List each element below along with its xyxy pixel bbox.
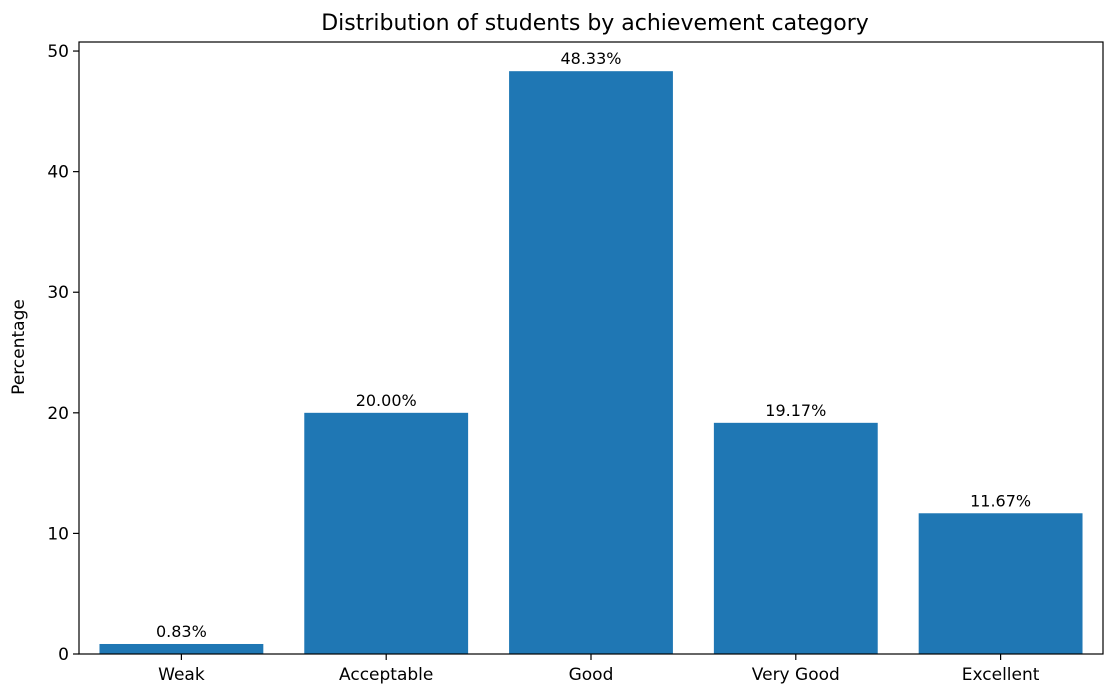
y-axis-label: Percentage [9, 299, 29, 395]
x-tick-label: Good [569, 665, 614, 685]
bar-very-good [713, 422, 878, 654]
data-label: 48.33% [560, 49, 621, 68]
y-tick-label: 40 [47, 163, 69, 183]
chart-title: Distribution of students by achievement … [321, 11, 869, 36]
data-label: 0.83% [156, 622, 207, 641]
y-tick-label: 20 [47, 404, 69, 424]
bar-acceptable [304, 412, 469, 654]
data-label: 19.17% [765, 401, 826, 420]
bar-weak [99, 643, 264, 654]
y-tick-label: 10 [47, 524, 69, 544]
y-tick-label: 0 [58, 645, 69, 665]
y-tick-label: 50 [47, 42, 69, 62]
x-tick-label: Weak [158, 665, 205, 685]
bar-good [509, 71, 673, 655]
plot-frame [78, 41, 1104, 655]
bar-excellent [918, 513, 1083, 654]
x-tick-label: Acceptable [339, 665, 433, 685]
y-tick-label: 30 [47, 283, 69, 303]
data-label: 20.00% [356, 391, 417, 410]
x-tick-label: Excellent [962, 665, 1040, 685]
data-label: 11.67% [970, 491, 1031, 510]
x-tick-label: Very Good [752, 665, 840, 685]
plot-area: 0.83% Weak 20.00% Acceptable 48.33% Good 19.17… [47, 41, 1104, 685]
